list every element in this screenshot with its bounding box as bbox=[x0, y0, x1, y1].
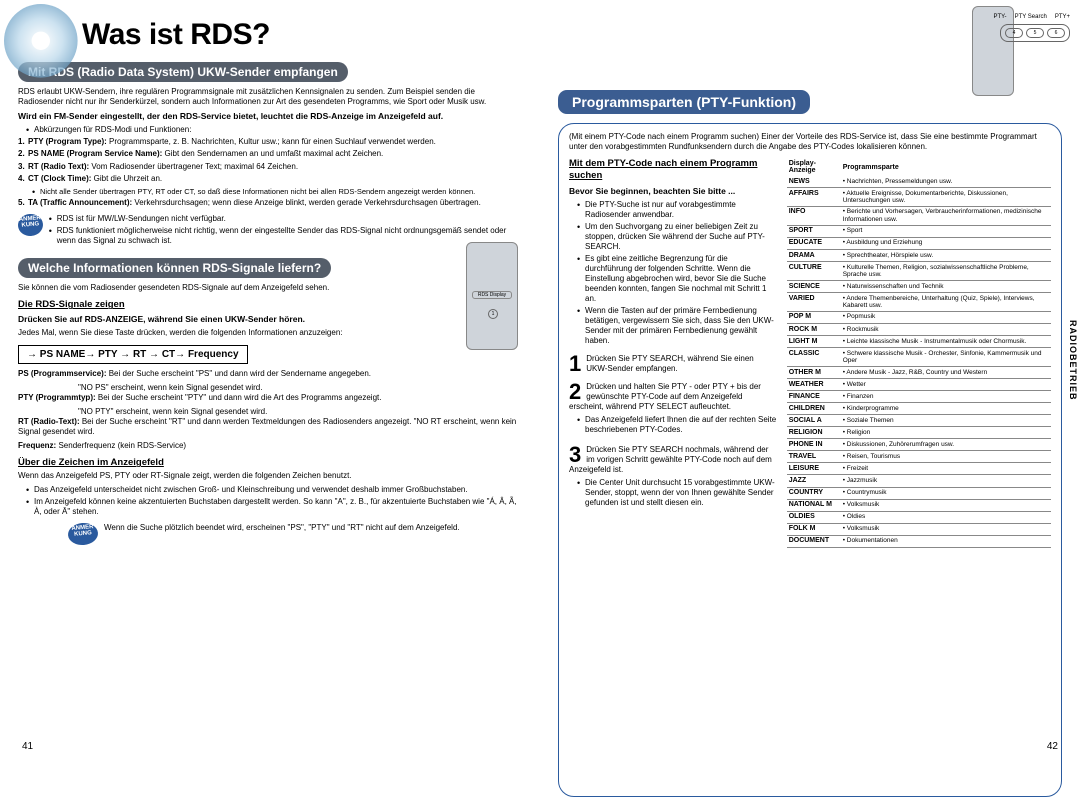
step-2: 2 Drücken und halten Sie PTY - oder PTY … bbox=[569, 382, 777, 437]
anmer-block-2: ANMER KUNG Wenn die Suche plötzlich been… bbox=[68, 523, 522, 545]
side-tab-radiobetrieb: RADIOBETRIEB bbox=[1068, 320, 1078, 401]
table-row: WEATHER• Wetter bbox=[787, 379, 1051, 391]
pty-right-column: Display-AnzeigeProgrammsparte NEWS• Nach… bbox=[787, 158, 1051, 812]
table-row: OTHER M• Andere Musik - Jazz, R&B, Count… bbox=[787, 367, 1051, 379]
table-row: LEISURE• Freizeit bbox=[787, 463, 1051, 475]
table-row: TRAVEL• Reisen, Tourismus bbox=[787, 451, 1051, 463]
pty-minus-button[interactable]: 4 bbox=[1005, 28, 1023, 38]
table-row: POP M• Popmusik bbox=[787, 311, 1051, 323]
table-row: EDUCATE• Ausbildung und Erziehung bbox=[787, 237, 1051, 249]
rds-anzeige-instruction: Drücken Sie auf RDS-ANZEIGE, während Sie… bbox=[18, 314, 522, 324]
display-flow-box: → PS NAME→ PTY → RT → CT→ Frequency bbox=[18, 345, 248, 364]
remote-illustration: RDS Display 1 bbox=[466, 242, 518, 350]
section-banner-rds-info: Welche Informationen können RDS-Signale … bbox=[18, 258, 331, 278]
table-row: RELIGION• Religion bbox=[787, 427, 1051, 439]
sub-show-signals: Die RDS-Signale zeigen bbox=[18, 299, 522, 310]
pty-plus-button[interactable]: 6 bbox=[1047, 28, 1065, 38]
page-right: PTY- PTY Search PTY+ 4 5 6 Programmspart… bbox=[540, 0, 1080, 762]
pty-left-column: Mit dem PTY-Code nach einem Programm suc… bbox=[569, 158, 777, 812]
sub-pty-search: Mit dem PTY-Code nach einem Programm suc… bbox=[569, 158, 777, 182]
ct-note: Nicht alle Sender übertragen PTY, RT ode… bbox=[32, 187, 522, 196]
anmer-block-1: ANMER KUNG RDS ist für MW/LW-Sendungen n… bbox=[18, 214, 522, 248]
table-row: OLDIES• Oldies bbox=[787, 511, 1051, 523]
table-row: CULTURE• Kulturelle Themen, Religion, so… bbox=[787, 262, 1051, 281]
rds-definitions-list-2: 5.TA (Traffic Announcement): Verkehrsdur… bbox=[18, 198, 522, 208]
table-row: FINANCE• Finanzen bbox=[787, 391, 1051, 403]
page-title: Was ist RDS? bbox=[82, 18, 522, 52]
page-left: Was ist RDS? Mit RDS (Radio Data System)… bbox=[0, 0, 540, 762]
remote-button-callout: 4 5 6 bbox=[1000, 24, 1070, 42]
table-row: NATIONAL M• Volksmusik bbox=[787, 499, 1051, 511]
table-row: PHONE IN• Diskussionen, Zuhörerumfragen … bbox=[787, 439, 1051, 451]
table-row: CLASSIC• Schwere klassische Musik - Orch… bbox=[787, 348, 1051, 367]
table-row: DOCUMENT• Dokumentationen bbox=[787, 535, 1051, 547]
table-row: DRAMA• Sprechtheater, Hörspiele usw. bbox=[787, 250, 1051, 262]
table-row: INFO• Berichte und Vorhersagen, Verbrauc… bbox=[787, 206, 1051, 225]
anmer-badge: ANMER KUNG bbox=[17, 213, 44, 237]
table-row: COUNTRY• Countrymusik bbox=[787, 487, 1051, 499]
abbrev-intro: Abkürzungen für RDS-Modi und Funktionen: bbox=[26, 125, 522, 135]
table-row: FOLK M• Volksmusik bbox=[787, 523, 1051, 535]
table-row: VARIED• Andere Themenbereiche, Unterhalt… bbox=[787, 293, 1051, 312]
step-1: 1 Drücken Sie PTY SEARCH, während Sie ei… bbox=[569, 354, 777, 374]
remote-button-labels: PTY- PTY Search PTY+ bbox=[993, 14, 1070, 20]
disc-decoration bbox=[4, 4, 96, 96]
table-row: CHILDREN• Kinderprogramme bbox=[787, 403, 1051, 415]
table-row: NEWS• Nachrichten, Pressemeldungen usw. bbox=[787, 176, 1051, 188]
page-number-left: 41 bbox=[22, 741, 33, 752]
pty-panel: (Mit einem PTY-Code nach einem Programm … bbox=[558, 123, 1062, 797]
pty-prereq-bullets: Die PTY-Suche ist nur auf vorabgestimmte… bbox=[569, 200, 777, 346]
pty-search-button[interactable]: 5 bbox=[1026, 28, 1044, 38]
anmer-badge: ANMER KUNG bbox=[67, 522, 99, 547]
rds-indicator-note: Wird ein FM-Sender eingestellt, der den … bbox=[18, 111, 522, 121]
table-row: SPORT• Sport bbox=[787, 225, 1051, 237]
table-row: SCIENCE• Naturwissenschaften und Technik bbox=[787, 281, 1051, 293]
rds-signals-intro: Sie können die vom Radiosender gesendete… bbox=[18, 283, 522, 293]
signal-descriptions: PS (Programmservice): Bei der Suche ersc… bbox=[18, 369, 522, 451]
table-row: SOCIAL A• Soziale Themen bbox=[787, 415, 1051, 427]
rds-display-cycle-intro: Jedes Mal, wenn Sie diese Taste drücken,… bbox=[18, 328, 522, 338]
table-row: JAZZ• Jazzmusik bbox=[787, 475, 1051, 487]
table-row: LIGHT M• Leichte klassische Musik - Inst… bbox=[787, 336, 1051, 348]
step-3: 3 Drücken Sie PTY SEARCH nochmals, währe… bbox=[569, 445, 777, 510]
table-row: AFFAIRS• Aktuelle Ereignisse, Dokumentar… bbox=[787, 188, 1051, 207]
section-banner-pty: Programmsparten (PTY-Funktion) bbox=[558, 90, 810, 114]
pty-before-begin: Bevor Sie beginnen, beachten Sie bitte .… bbox=[569, 186, 777, 197]
pty-intro: (Mit einem PTY-Code nach einem Programm … bbox=[569, 132, 1051, 152]
display-chars-intro: Wenn das Anzeigefeld PS, PTY oder RT-Sig… bbox=[18, 471, 522, 481]
table-row: ROCK M• Rockmusik bbox=[787, 324, 1051, 336]
display-chars-bullets: Das Anzeigefeld unterscheidet nicht zwis… bbox=[18, 485, 522, 517]
page-number-right: 42 bbox=[1047, 741, 1058, 752]
rds-definitions-list: 1.PTY (Program Type): Programmsparte, z.… bbox=[18, 137, 522, 185]
sub-display-chars: Über die Zeichen im Anzeigefeld bbox=[18, 457, 522, 468]
pty-code-table: Display-AnzeigeProgrammsparte NEWS• Nach… bbox=[787, 158, 1051, 548]
page-spread: Was ist RDS? Mit RDS (Radio Data System)… bbox=[0, 0, 1080, 762]
